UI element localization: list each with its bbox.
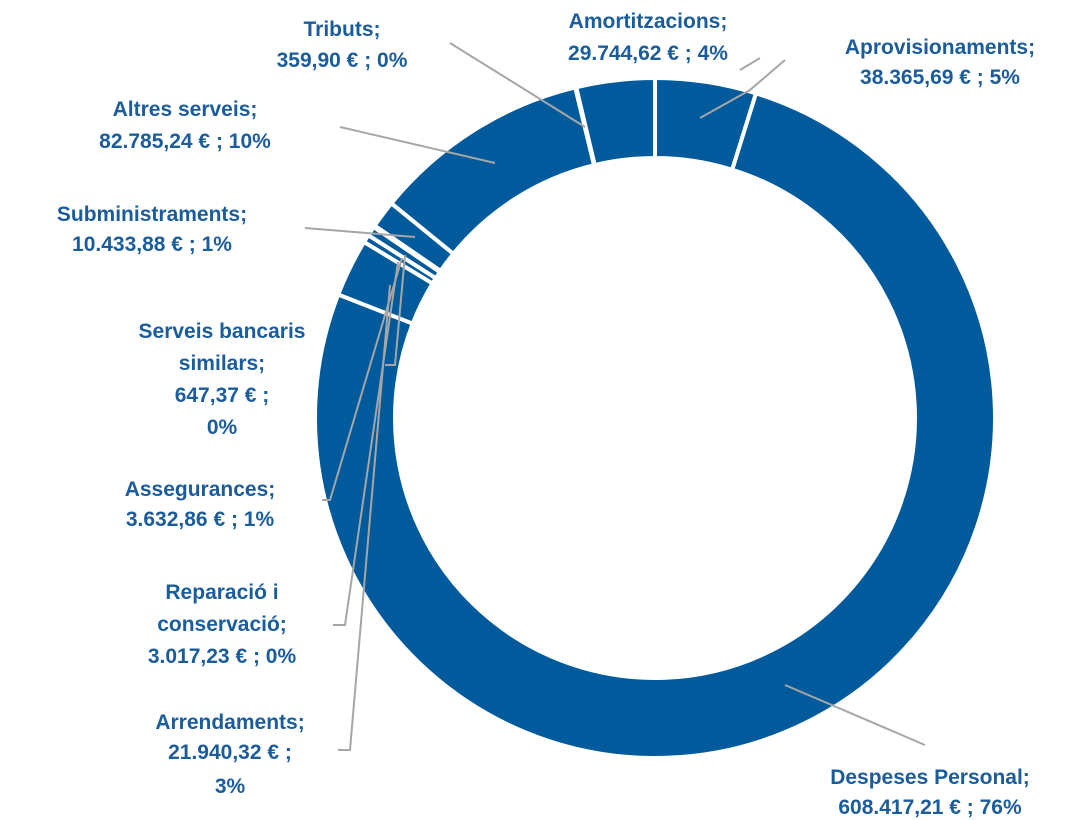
- slice-label: Reparació i conservació;: [157, 581, 287, 636]
- label-line: 608.417,21 € ; 76%: [838, 796, 1022, 819]
- leader-line: [739, 57, 761, 71]
- label-line: Altres serveis;: [113, 98, 258, 121]
- label-line: conservació;: [157, 613, 287, 636]
- slice-value-label: 10.433,88 € ; 1%: [72, 233, 232, 256]
- label-line: Reparació i: [165, 581, 278, 604]
- label-line: 3.632,86 € ; 1%: [126, 508, 275, 531]
- label-line: 10.433,88 € ; 1%: [72, 233, 232, 256]
- slice-value-label: 3.017,23 € ; 0%: [148, 645, 297, 668]
- slice-value-label: 38.365,69 € ; 5%: [860, 66, 1020, 89]
- leader-line: [333, 261, 399, 626]
- slice-label: Tributs;: [304, 18, 381, 41]
- slice-value-label: 29.744,62 € ; 4%: [568, 42, 728, 65]
- donut-slice: [388, 85, 597, 257]
- slice-label: Despeses Personal;: [830, 766, 1030, 789]
- label-line: 21.940,32 € ;: [168, 741, 292, 764]
- label-line: Amortitzacions;: [569, 10, 728, 33]
- slice-value-label: 21.940,32 € ; 3%: [168, 741, 292, 798]
- leader-line: [784, 684, 926, 746]
- donut-slice: [313, 90, 997, 760]
- donut-slice: [573, 75, 657, 168]
- slice-label: Aprovisionaments;: [845, 36, 1035, 59]
- label-line: Serveis bancaris: [139, 320, 306, 343]
- slice-label: Amortitzacions;: [569, 10, 728, 33]
- label-line: Despeses Personal;: [830, 766, 1030, 789]
- slice-label: Assegurances;: [125, 478, 276, 501]
- label-line: similars;: [179, 352, 265, 375]
- slice-value-label: 608.417,21 € ; 76%: [838, 796, 1022, 819]
- leader-line: [385, 254, 406, 366]
- label-line: 3%: [215, 775, 246, 798]
- label-line: Subministraments;: [57, 203, 247, 226]
- label-line: 3.017,23 € ; 0%: [148, 645, 297, 668]
- label-line: 0%: [207, 416, 238, 439]
- label-line: Tributs;: [304, 18, 381, 41]
- label-line: 647,37 € ;: [175, 384, 270, 407]
- leader-line: [699, 59, 786, 119]
- slice-value-label: 82.785,24 € ; 10%: [99, 130, 271, 153]
- label-line: 359,90 € ; 0%: [277, 49, 408, 72]
- slice-value-label: 3.632,86 € ; 1%: [126, 508, 275, 531]
- label-line: Arrendaments;: [155, 711, 304, 734]
- label-line: 29.744,62 € ; 4%: [568, 42, 728, 65]
- leader-line: [304, 227, 416, 238]
- slice-value-label: 647,37 € ; 0%: [175, 384, 270, 439]
- leader-line: [322, 257, 403, 501]
- label-line: Aprovisionaments;: [845, 36, 1035, 59]
- label-line: 82.785,24 € ; 10%: [99, 130, 271, 153]
- leader-line: [449, 42, 586, 128]
- leader-line: [338, 284, 391, 751]
- slice-label: Arrendaments;: [155, 711, 304, 734]
- leader-line: [339, 126, 496, 164]
- label-line: 38.365,69 € ; 5%: [860, 66, 1020, 89]
- slice-label: Altres serveis;: [113, 98, 258, 121]
- slice-label: Subministraments;: [57, 203, 247, 226]
- label-line: Assegurances;: [125, 478, 276, 501]
- slice-label: Serveis bancaris similars;: [139, 320, 306, 375]
- slice-value-label: 359,90 € ; 0%: [277, 49, 408, 72]
